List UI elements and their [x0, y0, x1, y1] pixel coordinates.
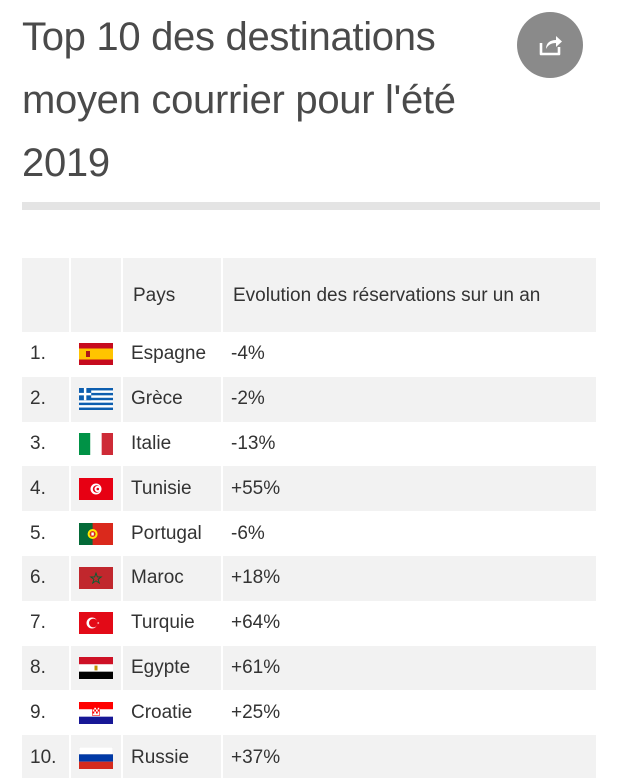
row-country: Croatie	[122, 690, 223, 736]
spain-flag-icon	[79, 343, 113, 366]
table-row: 8. Egypte +61%	[22, 645, 598, 691]
table-row: 3. Italie -13%	[22, 421, 598, 467]
row-rank: 2.	[22, 376, 71, 422]
row-rank: 3.	[22, 421, 71, 467]
row-rank: 1.	[22, 332, 71, 377]
row-evolution: +18%	[222, 555, 598, 601]
row-country: Italie	[122, 421, 223, 467]
row-evolution: -13%	[222, 421, 598, 467]
table-row: 1. Espagne -4%	[22, 332, 598, 377]
row-evolution: +25%	[222, 690, 598, 736]
egypt-flag-icon	[79, 656, 113, 679]
row-country: Russie	[122, 735, 223, 778]
header-evolution: Evolution des réservations sur un an	[222, 258, 598, 332]
table-row: 4. Tunisie +55%	[22, 466, 598, 512]
turkey-flag-icon	[79, 612, 113, 635]
row-country: Egypte	[122, 645, 223, 691]
russia-flag-icon	[79, 746, 113, 769]
destinations-table: Pays Evolution des réservations sur un a…	[22, 258, 598, 778]
row-rank: 9.	[22, 690, 71, 736]
table-row: 5. Portugal -6%	[22, 511, 598, 556]
greece-flag-icon	[79, 388, 113, 411]
row-rank: 5.	[22, 511, 71, 556]
row-country: Portugal	[122, 511, 223, 556]
row-rank: 7.	[22, 600, 71, 646]
row-country: Turquie	[122, 600, 223, 646]
row-rank: 4.	[22, 466, 71, 512]
header-rank	[22, 258, 71, 332]
table-row: 9. Croatie +25%	[22, 690, 598, 736]
italy-flag-icon	[79, 432, 113, 455]
share-button[interactable]	[517, 12, 583, 78]
table-row: 7. Turquie +64%	[22, 600, 598, 646]
share-icon	[539, 36, 562, 56]
row-evolution: +55%	[222, 466, 598, 512]
croatia-flag-icon	[79, 701, 113, 724]
table-row: 10. Russie +37%	[22, 735, 598, 778]
row-evolution: -2%	[222, 376, 598, 422]
row-evolution: +64%	[222, 600, 598, 646]
table-row: 2. Grèce -2%	[22, 376, 598, 422]
row-evolution: +61%	[222, 645, 598, 691]
title-divider	[22, 202, 600, 210]
row-rank: 10.	[22, 735, 71, 778]
table-row: 6. Maroc +18%	[22, 555, 598, 601]
row-country: Tunisie	[122, 466, 223, 512]
row-country: Grèce	[122, 376, 223, 422]
row-country: Espagne	[122, 332, 223, 377]
morocco-flag-icon	[79, 567, 113, 590]
row-rank: 6.	[22, 555, 71, 601]
portugal-flag-icon	[79, 522, 113, 545]
row-rank: 8.	[22, 645, 71, 691]
tunisia-flag-icon	[79, 477, 113, 500]
row-evolution: +37%	[222, 735, 598, 778]
table-header-row: Pays Evolution des réservations sur un a…	[22, 258, 598, 332]
row-evolution: -4%	[222, 332, 598, 377]
row-evolution: -6%	[222, 511, 598, 556]
row-country: Maroc	[122, 555, 223, 601]
page-title: Top 10 des destinations moyen courrier p…	[22, 15, 456, 185]
header-flag	[70, 258, 123, 332]
header-country: Pays	[122, 258, 223, 332]
